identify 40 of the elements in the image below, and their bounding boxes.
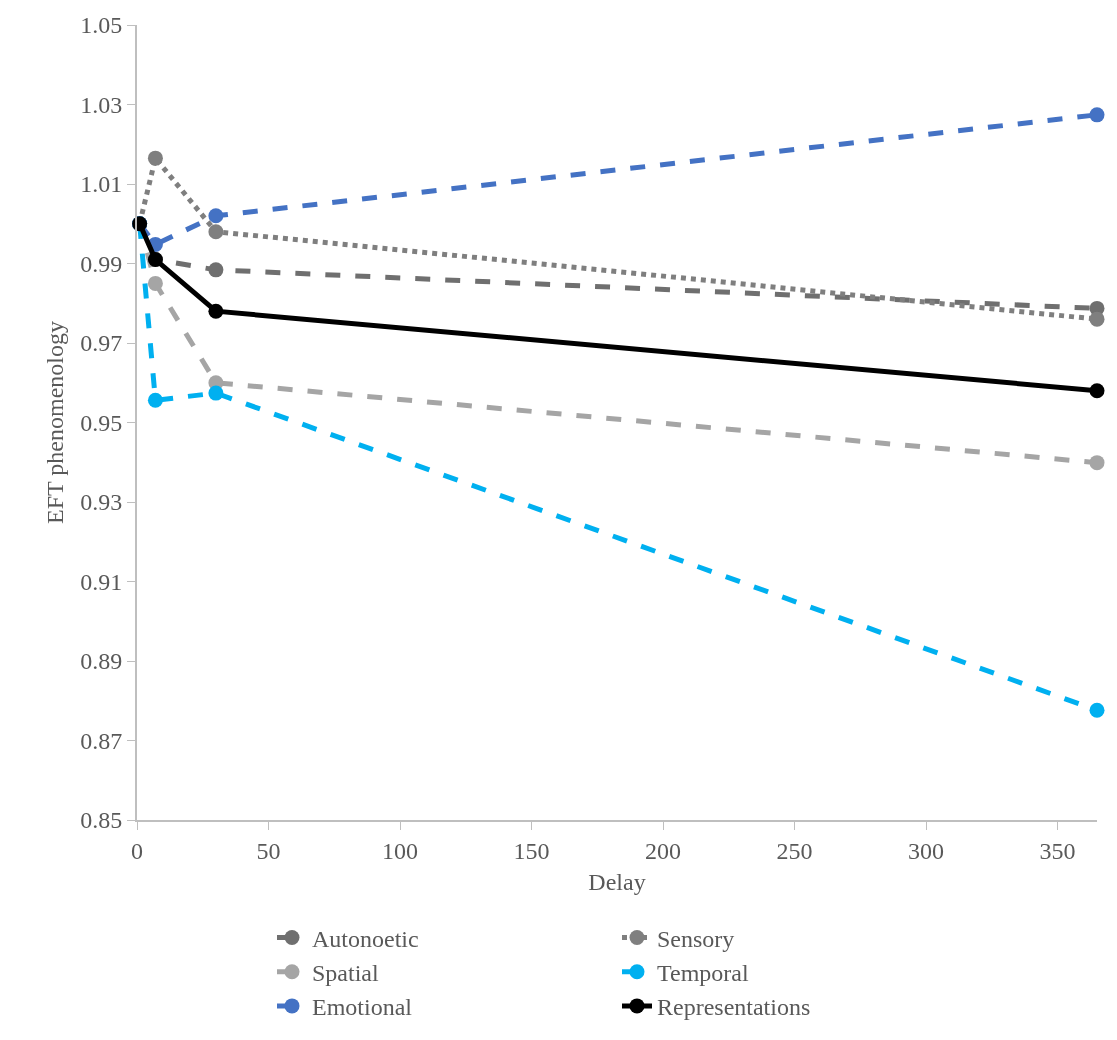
y-tick-label: 0.99: [80, 250, 123, 277]
point: [1089, 455, 1105, 471]
y-tick-label: 1.05: [80, 12, 123, 39]
y-tick-label: 0.87: [80, 727, 123, 754]
x-tick-label: 300: [908, 837, 945, 864]
legend-label: Temporal: [657, 960, 749, 987]
x-tick-label: 250: [776, 837, 813, 864]
point: [147, 150, 163, 166]
y-tick-label: 0.89: [80, 648, 123, 675]
y-tick-label: 1.03: [80, 91, 123, 118]
point: [1089, 702, 1105, 718]
point: [147, 275, 163, 291]
x-tick-label: 150: [513, 837, 550, 864]
point: [208, 303, 224, 319]
y-tick-label: 1.01: [80, 171, 123, 198]
point: [208, 224, 224, 240]
x-tick-label: 0: [131, 837, 143, 864]
legend-label: Sensory: [657, 925, 735, 952]
x-tick-label: 50: [256, 837, 281, 864]
y-tick-label: 0.93: [80, 489, 123, 516]
legend-label: Autonoetic: [312, 925, 419, 952]
point: [208, 385, 224, 401]
legend-label: Representations: [657, 994, 811, 1021]
x-axis-title: Delay: [588, 868, 646, 895]
point: [1089, 311, 1105, 327]
x-tick-label: 200: [645, 837, 682, 864]
point: [208, 208, 224, 224]
point: [208, 262, 224, 278]
legend-label: Spatial: [312, 960, 379, 987]
y-tick-label: 0.91: [80, 568, 123, 595]
point: [1089, 107, 1105, 123]
y-tick-label: 0.95: [80, 409, 123, 436]
y-axis-title: EFT phenomenology: [41, 321, 68, 524]
point: [1089, 383, 1105, 399]
point: [147, 392, 163, 408]
x-tick-label: 350: [1039, 837, 1076, 864]
legend-label: Emotional: [312, 994, 413, 1021]
y-tick-label: 0.85: [80, 807, 123, 834]
y-tick-label: 0.97: [80, 330, 123, 357]
x-tick-label: 100: [382, 837, 419, 864]
